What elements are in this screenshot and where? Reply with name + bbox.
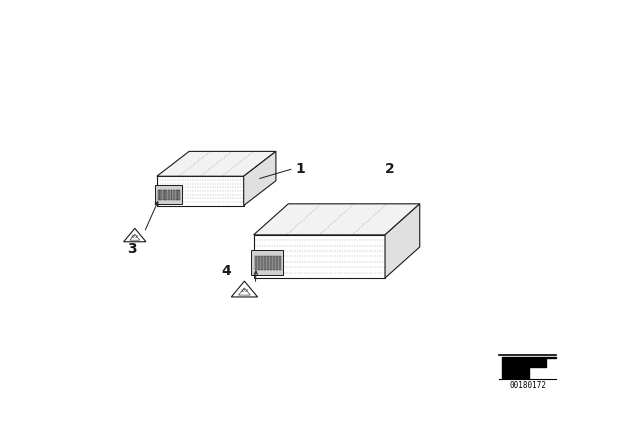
Polygon shape: [168, 190, 170, 200]
Polygon shape: [385, 204, 420, 278]
Polygon shape: [270, 256, 272, 270]
Polygon shape: [276, 256, 278, 270]
Text: 2: 2: [385, 162, 395, 177]
Polygon shape: [155, 185, 182, 204]
Polygon shape: [165, 190, 167, 200]
Polygon shape: [251, 250, 284, 276]
Polygon shape: [279, 256, 281, 270]
Polygon shape: [176, 190, 177, 200]
Polygon shape: [231, 281, 257, 297]
Polygon shape: [264, 256, 266, 270]
Polygon shape: [171, 190, 172, 200]
Polygon shape: [273, 256, 275, 270]
Polygon shape: [157, 176, 244, 206]
Polygon shape: [502, 358, 556, 378]
Polygon shape: [267, 256, 269, 270]
Text: 372: 372: [131, 235, 139, 239]
Polygon shape: [258, 256, 260, 270]
Text: 00180172: 00180172: [509, 382, 546, 391]
Polygon shape: [253, 204, 420, 235]
Polygon shape: [163, 190, 164, 200]
Polygon shape: [179, 190, 180, 200]
Text: 1: 1: [296, 162, 305, 177]
Text: 4: 4: [221, 264, 231, 278]
Polygon shape: [253, 235, 385, 278]
Polygon shape: [157, 190, 159, 200]
Polygon shape: [173, 190, 175, 200]
Polygon shape: [124, 228, 146, 242]
Polygon shape: [160, 190, 162, 200]
Polygon shape: [260, 256, 263, 270]
Text: 372: 372: [241, 289, 248, 293]
Polygon shape: [157, 151, 276, 176]
Polygon shape: [244, 151, 276, 206]
Text: 3: 3: [127, 241, 137, 256]
Polygon shape: [255, 256, 257, 270]
